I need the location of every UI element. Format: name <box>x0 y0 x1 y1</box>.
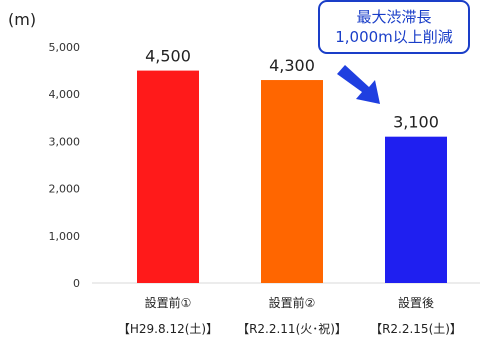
y-axis-unit-label: (m) <box>8 10 36 29</box>
y-axis-ticks: 0 1,000 2,000 3,000 4,000 5,000 <box>49 41 81 290</box>
bar-value-label: 3,100 <box>393 113 439 132</box>
arrow-shape <box>337 65 380 104</box>
y-tick-label: 0 <box>73 277 80 290</box>
y-tick-label: 4,000 <box>49 88 81 101</box>
x-axis-categories: 設置前① 設置前② 設置後 <box>145 295 434 310</box>
x-date-label: 【R2.2.15(土)】 <box>370 322 462 336</box>
bar <box>261 80 323 283</box>
y-tick-label: 1,000 <box>49 230 81 243</box>
x-axis-dates: 【H29.8.12(土)】 【R2.2.11(火･祝)】 【R2.2.15(土)】 <box>118 322 462 336</box>
callout-line-1: 最大渋滞長 <box>356 8 432 26</box>
bar-value-label: 4,300 <box>269 56 315 75</box>
y-tick-label: 2,000 <box>49 183 81 196</box>
reduction-callout: 最大渋滞長 1,000m以上削減 <box>318 0 470 54</box>
callout-line-2: 1,000m以上削減 <box>335 28 453 46</box>
y-tick-label: 5,000 <box>49 41 81 54</box>
x-category-label: 設置前② <box>269 295 316 310</box>
y-tick-label: 3,000 <box>49 135 81 148</box>
x-category-label: 設置前① <box>145 295 192 310</box>
value-labels: 4,500 4,300 3,100 <box>145 47 439 132</box>
decrease-arrow-icon <box>337 65 380 104</box>
bar <box>385 136 447 283</box>
x-date-label: 【R2.2.11(火･祝)】 <box>237 322 347 336</box>
bars <box>137 70 447 283</box>
x-date-label: 【H29.8.12(土)】 <box>118 322 218 336</box>
bar <box>137 70 199 283</box>
bar-value-label: 4,500 <box>145 47 191 66</box>
x-category-label: 設置後 <box>398 295 434 310</box>
